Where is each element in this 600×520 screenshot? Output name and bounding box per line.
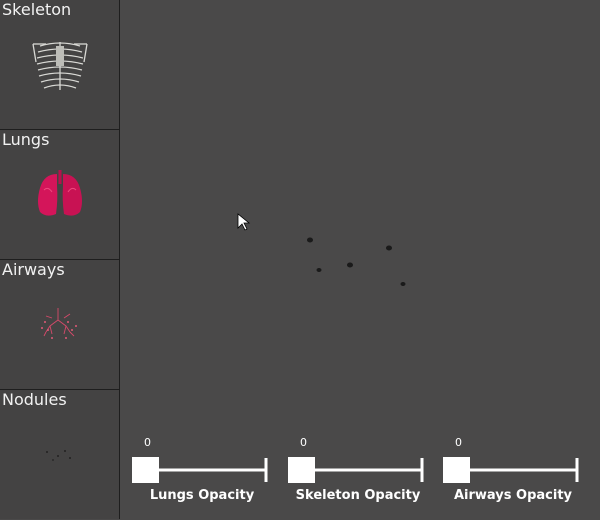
panel-label: Lungs xyxy=(2,130,50,149)
airways-thumbnail xyxy=(41,308,77,339)
airways-opacity-slider[interactable]: 0 Airways Opacity xyxy=(443,436,583,506)
slider-track[interactable] xyxy=(443,457,579,483)
slider-label: Airways Opacity xyxy=(453,488,573,503)
slider-track[interactable] xyxy=(288,457,424,483)
panel-lungs[interactable]: Lungs xyxy=(0,130,120,260)
slider-label: Skeleton Opacity xyxy=(295,488,421,503)
nodules-thumbnail xyxy=(46,450,71,461)
slider-handle xyxy=(288,457,315,483)
slider-handle xyxy=(132,457,159,483)
slider-handle xyxy=(443,457,470,483)
nodule xyxy=(347,262,353,268)
nodule xyxy=(400,282,406,286)
panel-skeleton[interactable]: Skeleton xyxy=(0,0,120,130)
slider-value: 0 xyxy=(300,436,307,449)
lungs-opacity-slider[interactable]: 0 Lungs Opacity xyxy=(132,436,272,506)
slider-value: 0 xyxy=(455,436,462,449)
lungs-thumbnail xyxy=(38,170,82,216)
panel-label: Nodules xyxy=(2,390,67,409)
panel-label: Airways xyxy=(2,260,65,279)
arrow-cursor-icon xyxy=(237,213,251,231)
3d-viewport[interactable] xyxy=(121,0,600,519)
panel-nodules[interactable]: Nodules xyxy=(0,390,120,520)
slider-value: 0 xyxy=(144,436,151,449)
panel-label: Skeleton xyxy=(2,0,72,19)
nodule xyxy=(386,245,392,251)
skeleton-opacity-slider[interactable]: 0 Skeleton Opacity xyxy=(288,436,428,506)
slider-label: Lungs Opacity xyxy=(149,488,255,503)
sidebar: Skeleton Lungs xyxy=(0,0,120,519)
panel-airways[interactable]: Airways xyxy=(0,260,120,390)
nodule xyxy=(307,237,313,243)
skeleton-thumbnail xyxy=(32,42,88,90)
slider-track[interactable] xyxy=(132,457,268,483)
nodule xyxy=(316,268,322,272)
